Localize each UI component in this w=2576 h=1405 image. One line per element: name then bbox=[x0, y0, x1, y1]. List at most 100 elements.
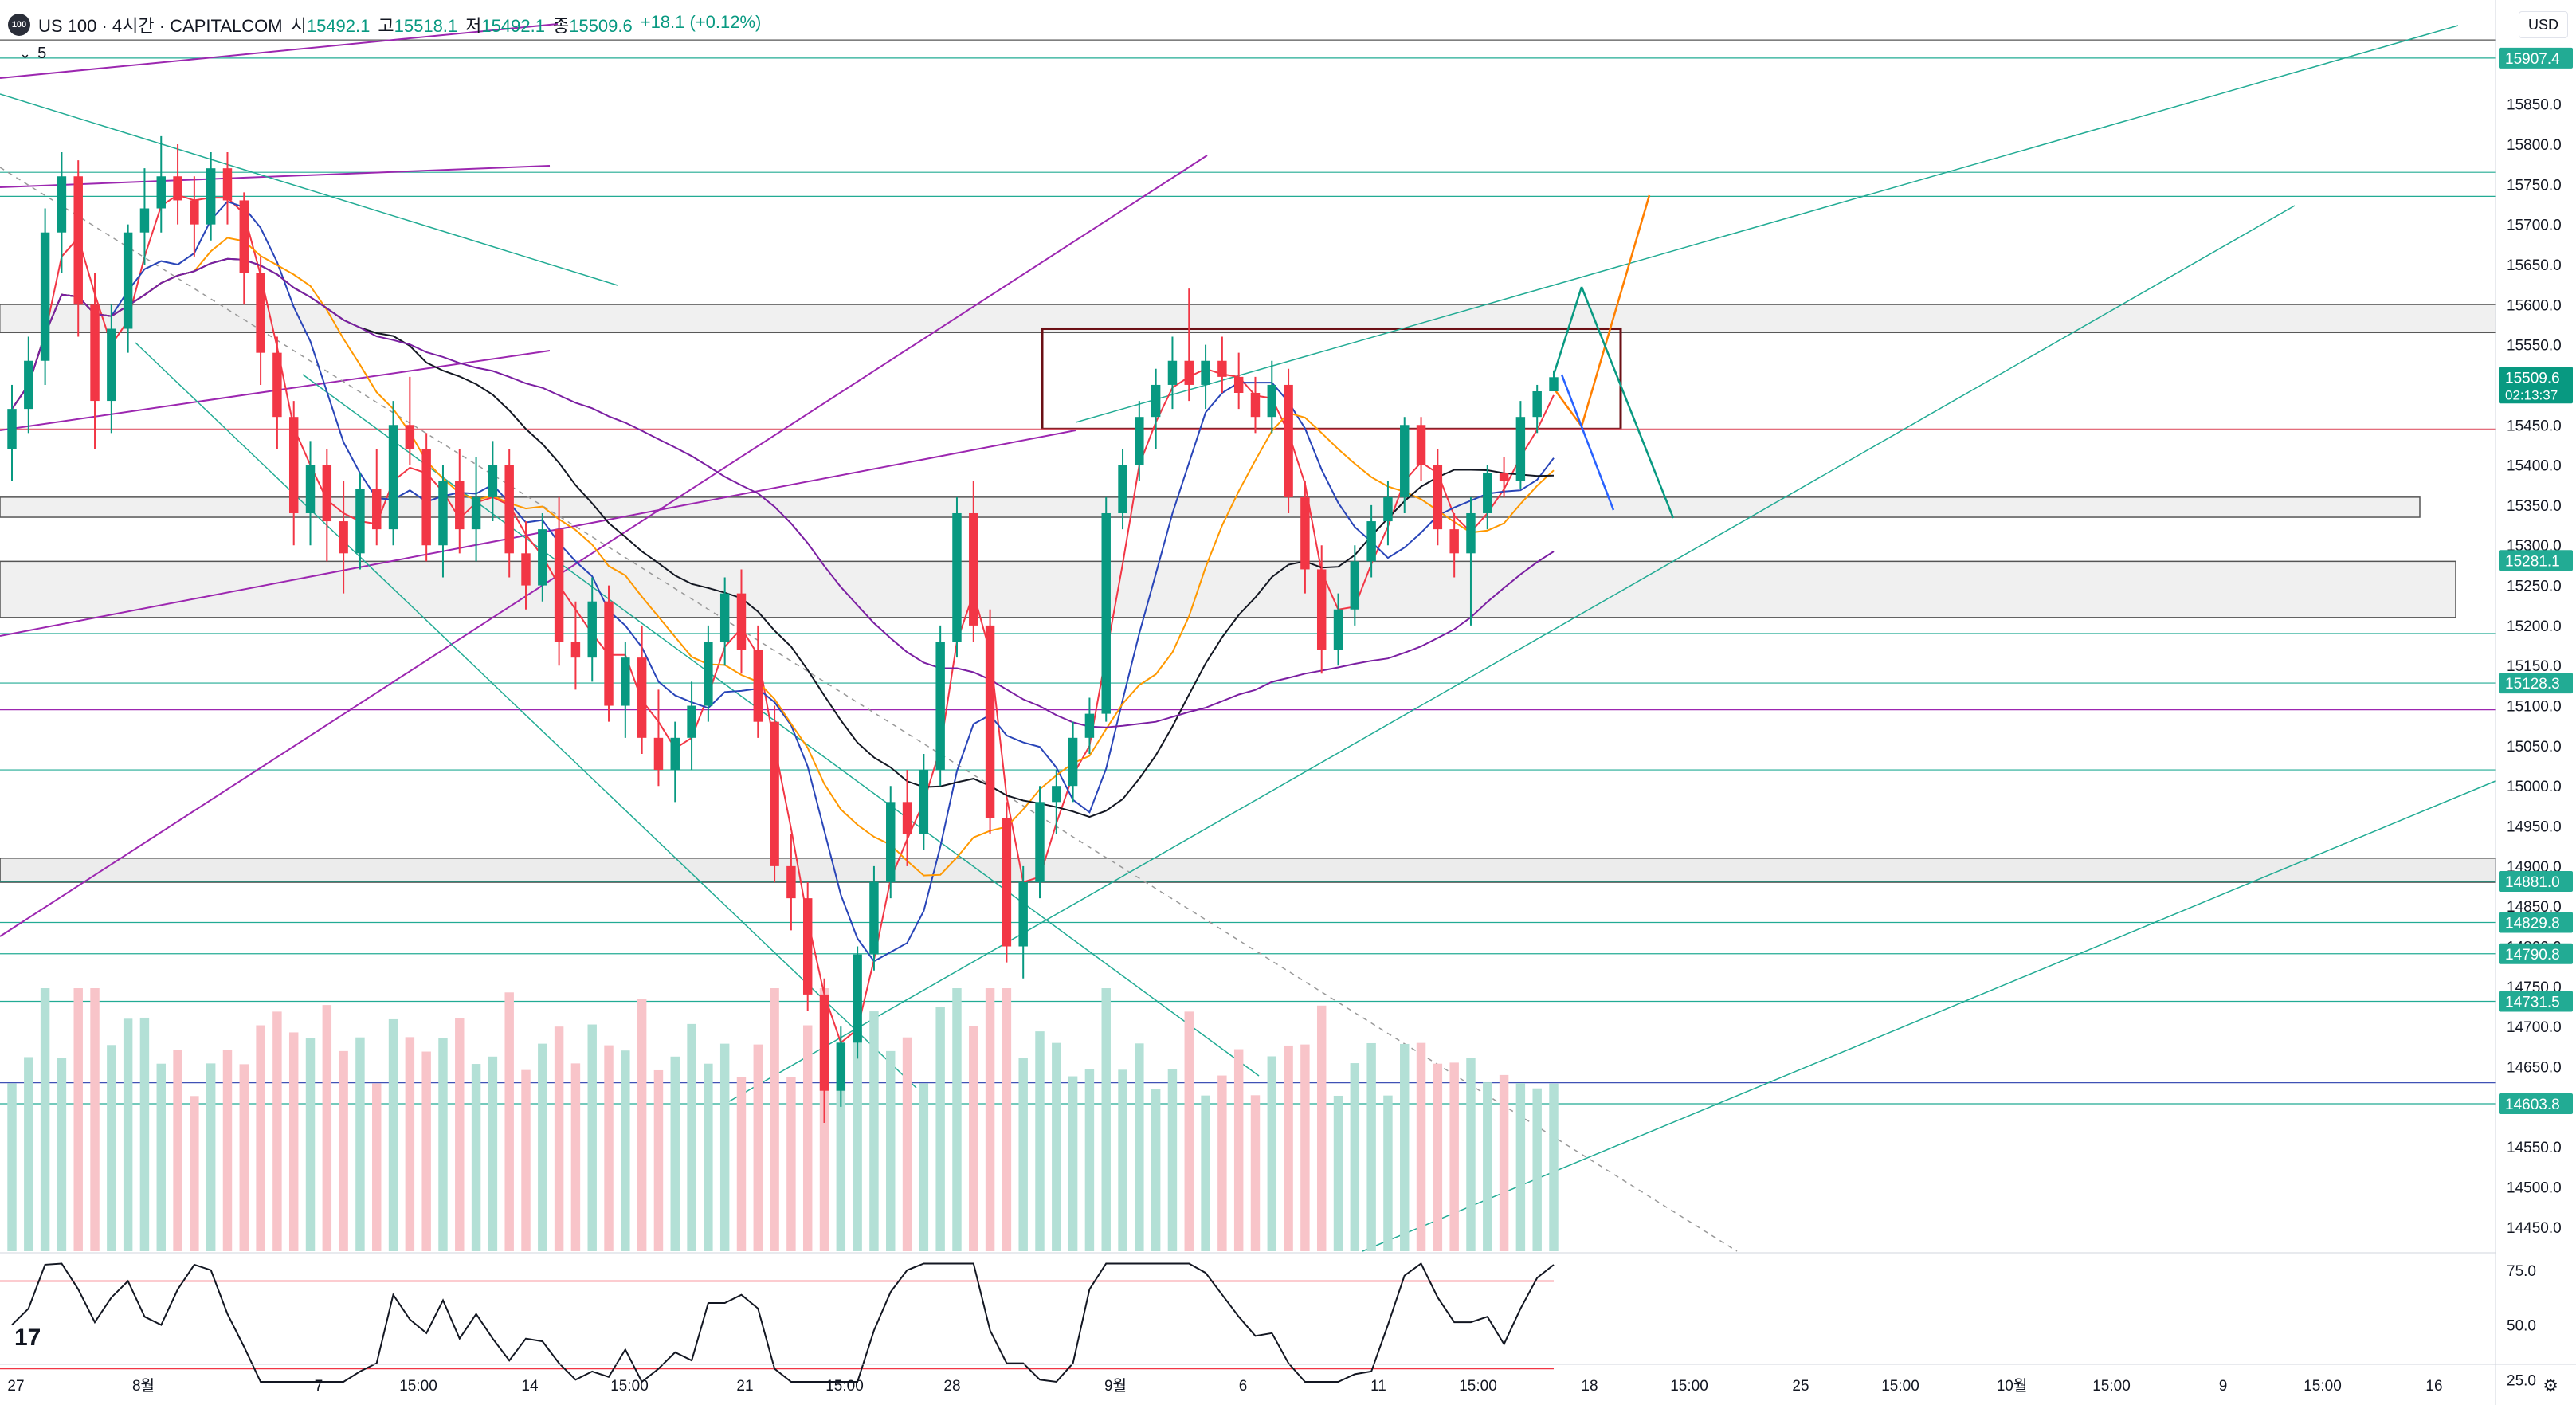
candle-body bbox=[1167, 360, 1178, 385]
volume-bar bbox=[57, 1058, 67, 1251]
volume-bar bbox=[770, 988, 779, 1251]
volume-bar bbox=[969, 1026, 978, 1251]
candle-body bbox=[1068, 737, 1078, 787]
change-value: +18.1 (+0.12%) bbox=[640, 12, 762, 32]
volume-bar bbox=[521, 1069, 531, 1251]
price-tick-label: 15050.0 bbox=[2507, 739, 2562, 755]
volume-bar bbox=[704, 1063, 713, 1251]
price-label-value: 14829.8 bbox=[2505, 916, 2560, 932]
symbol-header[interactable]: 100 US 100 · 4시간 · CAPITALCOM 시15492.1 고… bbox=[8, 11, 761, 38]
volume-bar bbox=[1035, 1031, 1045, 1251]
time-axis[interactable]: 27 8월 7 15:00 14 15:00 21 15:00 28 9월 6 11 15:00 18 15… bbox=[0, 1364, 2576, 1395]
candle-body bbox=[156, 176, 166, 209]
volume-bar bbox=[886, 1050, 896, 1251]
volume-bar bbox=[339, 1050, 348, 1251]
volume-bar bbox=[1383, 1095, 1393, 1251]
gear-icon[interactable]: ⚙ bbox=[2543, 1376, 2558, 1395]
candle-body bbox=[521, 553, 531, 586]
candle-body bbox=[405, 425, 415, 449]
volume-bar bbox=[1499, 1074, 1509, 1251]
volume-bar bbox=[869, 1011, 879, 1251]
close-value: 15509.6 bbox=[569, 16, 633, 36]
candle-body bbox=[73, 176, 83, 305]
candle-body bbox=[438, 481, 448, 546]
price-label-badge bbox=[2499, 991, 2573, 1012]
volume-bar bbox=[173, 1050, 182, 1251]
price-tick-label: 15800.0 bbox=[2507, 137, 2562, 154]
candle-body bbox=[1466, 512, 1476, 554]
currency-button[interactable]: USD bbox=[2519, 11, 2568, 38]
price-label-badge bbox=[2499, 673, 2573, 694]
price-tick-label: 15850.0 bbox=[2507, 97, 2562, 114]
volume-bar bbox=[139, 1017, 150, 1251]
volume-bar bbox=[1135, 1043, 1144, 1251]
candle-body bbox=[471, 496, 481, 530]
high-value: 15518.1 bbox=[394, 16, 458, 36]
close-key: 종 bbox=[552, 16, 570, 36]
trend-line bbox=[1075, 25, 2459, 423]
candle-body bbox=[1002, 818, 1012, 947]
candle-body bbox=[372, 489, 382, 530]
symbol-title[interactable]: US 100 · 4시간 · CAPITALCOM bbox=[38, 16, 283, 36]
volume-bar bbox=[1466, 1058, 1476, 1251]
chevron-down-icon[interactable]: ⌄ bbox=[19, 45, 32, 61]
time-tick-label: 6 bbox=[1239, 1378, 1248, 1395]
candle-body bbox=[836, 1042, 846, 1091]
candle-body bbox=[1350, 561, 1360, 610]
candle-body bbox=[239, 200, 249, 273]
trend-line bbox=[302, 374, 1260, 1077]
candle-body bbox=[554, 529, 564, 642]
candle-body bbox=[206, 168, 216, 225]
volume-bar bbox=[256, 1025, 265, 1251]
candle-body bbox=[902, 802, 912, 834]
price-tick-label: 15000.0 bbox=[2507, 779, 2562, 795]
time-tick-label: 15:00 bbox=[1881, 1378, 1919, 1395]
oscillator-tick-label: 50.0 bbox=[2507, 1318, 2536, 1335]
candle-body bbox=[969, 512, 978, 626]
volume-bar bbox=[687, 1023, 696, 1251]
trend-line bbox=[1362, 780, 2496, 1252]
price-axis[interactable]: 15850.0 15800.0 15750.0 15700.0 15650.0 15600… bbox=[2495, 0, 2573, 1405]
trend-line bbox=[0, 93, 618, 286]
candle-body bbox=[339, 521, 348, 554]
trend-line bbox=[0, 155, 1208, 937]
volume-bar bbox=[239, 1064, 249, 1251]
volume-bar bbox=[1018, 1058, 1028, 1251]
candle-body bbox=[57, 176, 67, 233]
price-tick-label: 14500.0 bbox=[2507, 1179, 2562, 1196]
volume-bar bbox=[123, 1018, 133, 1251]
volume-bar bbox=[90, 988, 100, 1251]
price-label-badge bbox=[2499, 1093, 2573, 1114]
price-tick-label: 14650.0 bbox=[2507, 1059, 2562, 1076]
projection-green bbox=[1552, 286, 1583, 375]
volume-bar bbox=[1284, 1045, 1293, 1251]
time-tick-label: 15:00 bbox=[2092, 1378, 2131, 1395]
time-tick-label: 9월 bbox=[1104, 1377, 1127, 1395]
volume-bar bbox=[1233, 1049, 1244, 1251]
candle-body bbox=[322, 465, 332, 522]
volume-bar bbox=[1250, 1095, 1261, 1251]
candle-body bbox=[604, 601, 614, 706]
price-label-value: 14603.8 bbox=[2505, 1097, 2560, 1113]
price-tick-label: 15100.0 bbox=[2507, 699, 2562, 716]
candle-body bbox=[935, 642, 945, 771]
volume-bar bbox=[1532, 1088, 1542, 1251]
time-tick-label: 7 bbox=[315, 1378, 323, 1395]
volume-bar bbox=[1366, 1042, 1376, 1251]
candle-body bbox=[7, 409, 17, 449]
candle-body bbox=[305, 465, 316, 513]
price-tick-label: 15400.0 bbox=[2507, 458, 2562, 475]
candle-body bbox=[1135, 417, 1144, 465]
volume-bar bbox=[305, 1038, 316, 1251]
time-tick-label: 15:00 bbox=[1459, 1378, 1497, 1395]
countdown-label: 02:13:37 bbox=[2505, 387, 2558, 402]
time-tick-label: 14 bbox=[521, 1378, 539, 1395]
indicator-value: 5 bbox=[37, 45, 47, 62]
projection-orange bbox=[1580, 194, 1651, 427]
moving-average-line bbox=[11, 237, 1555, 877]
volume-bar bbox=[538, 1043, 547, 1251]
indicator-legend[interactable]: ⌄ 5 bbox=[19, 45, 46, 63]
candle-body bbox=[985, 625, 995, 818]
time-tick-label: 9 bbox=[2219, 1378, 2228, 1395]
